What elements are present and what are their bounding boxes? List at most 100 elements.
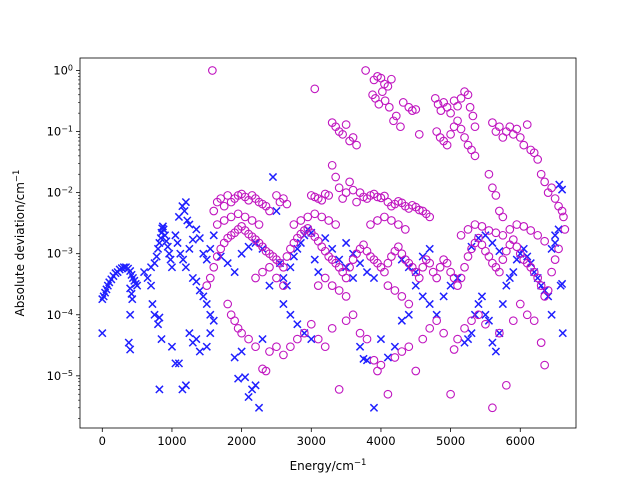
y-tick-exponent: −4 <box>61 307 73 316</box>
y-tick-base: 10 <box>47 125 62 139</box>
circle-marker <box>310 84 320 94</box>
cross-marker <box>173 238 182 248</box>
cross-marker <box>176 249 185 258</box>
circle-marker <box>313 334 323 344</box>
cross-marker <box>495 329 504 338</box>
cross-marker <box>467 329 476 338</box>
cross-marker <box>279 273 288 283</box>
cross-marker <box>411 281 420 290</box>
circle-marker <box>237 328 246 338</box>
circle-marker <box>519 222 529 231</box>
cross-marker <box>165 249 174 258</box>
y-tick-exponent: −2 <box>61 185 73 194</box>
circle-marker <box>327 281 337 290</box>
cross-marker <box>307 334 316 344</box>
cross-marker <box>155 385 164 394</box>
circle-marker <box>463 90 473 100</box>
cross-marker <box>150 310 159 319</box>
cross-marker <box>293 320 302 329</box>
x-axis-label: Energy/cm−1 <box>290 458 367 473</box>
cross-marker <box>362 267 372 277</box>
circle-marker <box>488 403 497 413</box>
circle-marker <box>244 334 253 344</box>
cross-marker <box>557 185 567 194</box>
cross-marker <box>185 329 194 338</box>
cross-marker <box>244 242 253 251</box>
circle-marker <box>460 262 469 272</box>
cross-marker <box>279 299 288 309</box>
y-tick-base: 10 <box>47 369 62 383</box>
cross-marker <box>328 244 337 253</box>
cross-marker <box>275 259 285 268</box>
cross-marker <box>183 216 192 225</box>
circle-marker <box>404 342 414 352</box>
cross-marker <box>425 244 434 253</box>
cross-marker <box>223 259 232 268</box>
circle-marker <box>547 183 556 193</box>
circle-marker <box>279 262 288 272</box>
y-tick-base: 10 <box>47 186 62 200</box>
cross-marker <box>171 231 180 240</box>
cross-marker <box>258 334 267 344</box>
circle-marker <box>463 252 473 261</box>
cross-marker <box>209 316 218 325</box>
y-tick-base: 10 <box>47 308 62 322</box>
cross-marker <box>523 252 532 261</box>
cross-marker <box>265 281 274 290</box>
cross-marker <box>195 233 204 243</box>
cross-marker <box>178 255 188 264</box>
circle-marker <box>453 101 462 111</box>
cross-marker <box>192 334 201 344</box>
circle-marker <box>467 316 476 326</box>
circle-marker <box>320 273 330 283</box>
cross-marker <box>519 244 528 253</box>
cross-marker <box>477 292 487 301</box>
circle-marker <box>540 360 550 370</box>
cross-marker <box>180 206 189 216</box>
x-tick-label: 5000 <box>436 434 465 448</box>
circle-marker <box>334 286 344 295</box>
circle-marker <box>505 225 515 234</box>
y-tick-label: 10−2 <box>47 185 73 200</box>
cross-marker <box>139 267 149 277</box>
circle-marker <box>432 273 442 283</box>
circle-marker <box>310 209 320 219</box>
circle-marker <box>254 220 264 229</box>
y-tick-exponent: 0 <box>68 63 73 72</box>
cross-marker <box>202 255 211 264</box>
y-tick-base: 10 <box>53 63 68 77</box>
cross-marker <box>484 316 494 325</box>
cross-marker <box>286 263 295 272</box>
cross-marker <box>206 244 215 253</box>
circle-marker <box>560 225 570 234</box>
circle-marker <box>223 299 233 309</box>
cross-marker <box>206 329 215 338</box>
cross-marker <box>446 281 455 290</box>
circle-marker <box>279 350 288 360</box>
x-tick-label: 2000 <box>227 434 256 448</box>
cross-marker <box>181 381 191 390</box>
circle-marker <box>320 342 330 352</box>
cross-marker <box>272 206 281 216</box>
circle-marker <box>526 226 536 235</box>
cross-marker <box>307 228 316 237</box>
circle-marker <box>396 122 405 132</box>
cross-marker <box>498 299 507 309</box>
cross-marker <box>124 338 133 347</box>
circle-marker <box>383 81 393 91</box>
cross-marker <box>362 356 372 365</box>
circle-marker <box>474 310 483 320</box>
cross-marker <box>237 249 246 258</box>
y-axis-label: Absolute deviation/cm−1 <box>12 170 27 317</box>
cross-marker <box>202 342 211 351</box>
circle-marker <box>522 310 532 320</box>
cross-marker <box>155 238 164 248</box>
circle-marker <box>498 255 508 264</box>
circle-marker <box>251 273 260 283</box>
circle-marker <box>327 323 337 333</box>
circle-marker <box>261 366 271 376</box>
cross-marker <box>209 231 218 240</box>
circle-marker <box>296 216 306 225</box>
cross-marker <box>157 334 166 344</box>
circle-marker <box>219 201 229 211</box>
